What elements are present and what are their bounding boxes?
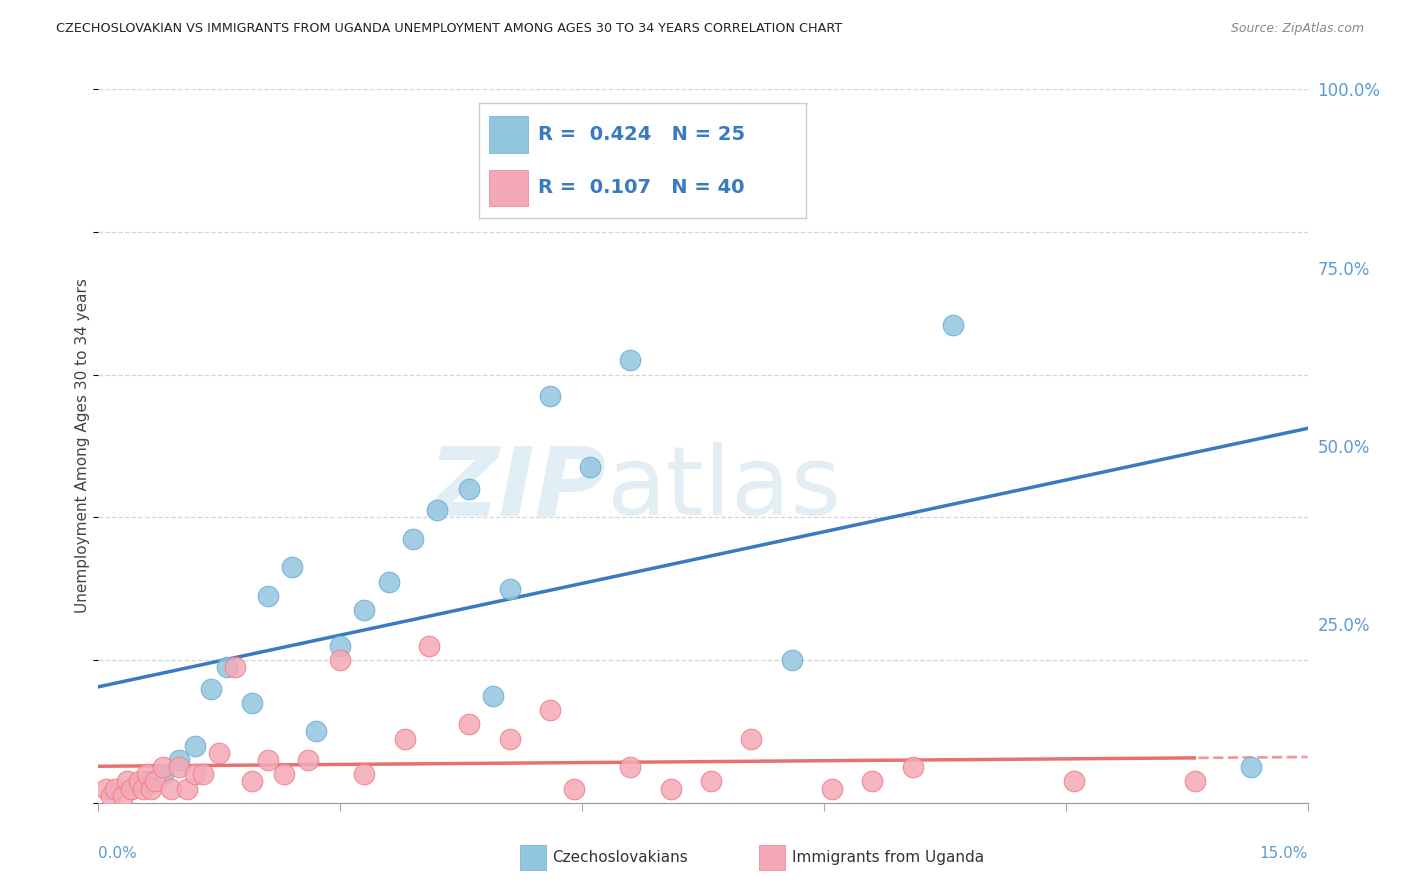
Point	[353, 603, 375, 617]
Text: CZECHOSLOVAKIAN VS IMMIGRANTS FROM UGANDA UNEMPLOYMENT AMONG AGES 30 TO 34 YEARS: CZECHOSLOVAKIAN VS IMMIGRANTS FROM UGAND…	[56, 22, 842, 36]
Point	[135, 774, 157, 789]
FancyBboxPatch shape	[489, 169, 529, 206]
Point	[184, 739, 207, 753]
Point	[208, 746, 231, 760]
Point	[821, 781, 844, 796]
Point	[482, 689, 505, 703]
Point	[426, 503, 449, 517]
Point	[176, 781, 198, 796]
Point	[619, 760, 641, 774]
Point	[780, 653, 803, 667]
Point	[96, 781, 118, 796]
Point	[111, 789, 134, 803]
Point	[224, 660, 246, 674]
Point	[139, 781, 162, 796]
Point	[193, 767, 215, 781]
Point	[135, 767, 157, 781]
Point	[458, 482, 481, 496]
Text: ZIP: ZIP	[429, 442, 606, 535]
Point	[329, 639, 352, 653]
Point	[901, 760, 924, 774]
Point	[538, 703, 561, 717]
Point	[942, 318, 965, 332]
Point	[184, 767, 207, 781]
Point	[256, 753, 278, 767]
Point	[498, 582, 520, 596]
Point	[297, 753, 319, 767]
Point	[152, 767, 174, 781]
Point	[700, 774, 723, 789]
Point	[659, 781, 682, 796]
Point	[128, 774, 150, 789]
Text: Czechoslovakians: Czechoslovakians	[553, 850, 689, 864]
FancyBboxPatch shape	[489, 116, 529, 153]
Point	[100, 789, 122, 803]
Point	[1240, 760, 1263, 774]
Point	[418, 639, 440, 653]
Point	[240, 774, 263, 789]
Point	[1063, 774, 1085, 789]
Text: R =  0.107   N = 40: R = 0.107 N = 40	[538, 178, 745, 197]
Point	[167, 760, 190, 774]
Point	[281, 560, 304, 574]
Point	[256, 589, 278, 603]
Point	[160, 781, 183, 796]
Text: 0.0%: 0.0%	[98, 846, 138, 861]
Point	[1184, 774, 1206, 789]
Point	[619, 353, 641, 368]
Point	[579, 460, 602, 475]
Point	[200, 681, 222, 696]
Text: Immigrants from Uganda: Immigrants from Uganda	[792, 850, 984, 864]
Point	[240, 696, 263, 710]
Text: 15.0%: 15.0%	[1260, 846, 1308, 861]
Point	[498, 731, 520, 746]
Point	[305, 724, 328, 739]
Point	[377, 574, 399, 589]
Point	[152, 760, 174, 774]
Point	[860, 774, 883, 789]
Point	[458, 717, 481, 731]
Point	[394, 731, 416, 746]
Point	[538, 389, 561, 403]
Point	[740, 731, 762, 746]
Point	[353, 767, 375, 781]
Point	[120, 781, 142, 796]
Text: R =  0.424   N = 25: R = 0.424 N = 25	[538, 125, 745, 144]
Point	[217, 660, 239, 674]
Y-axis label: Unemployment Among Ages 30 to 34 years: Unemployment Among Ages 30 to 34 years	[75, 278, 90, 614]
Point	[329, 653, 352, 667]
Point	[103, 781, 125, 796]
Point	[167, 753, 190, 767]
Point	[115, 774, 138, 789]
Text: Source: ZipAtlas.com: Source: ZipAtlas.com	[1230, 22, 1364, 36]
Point	[143, 774, 166, 789]
Point	[120, 781, 142, 796]
Point	[273, 767, 295, 781]
Point	[562, 781, 585, 796]
Point	[132, 781, 155, 796]
Point	[402, 532, 425, 546]
Text: atlas: atlas	[606, 442, 841, 535]
